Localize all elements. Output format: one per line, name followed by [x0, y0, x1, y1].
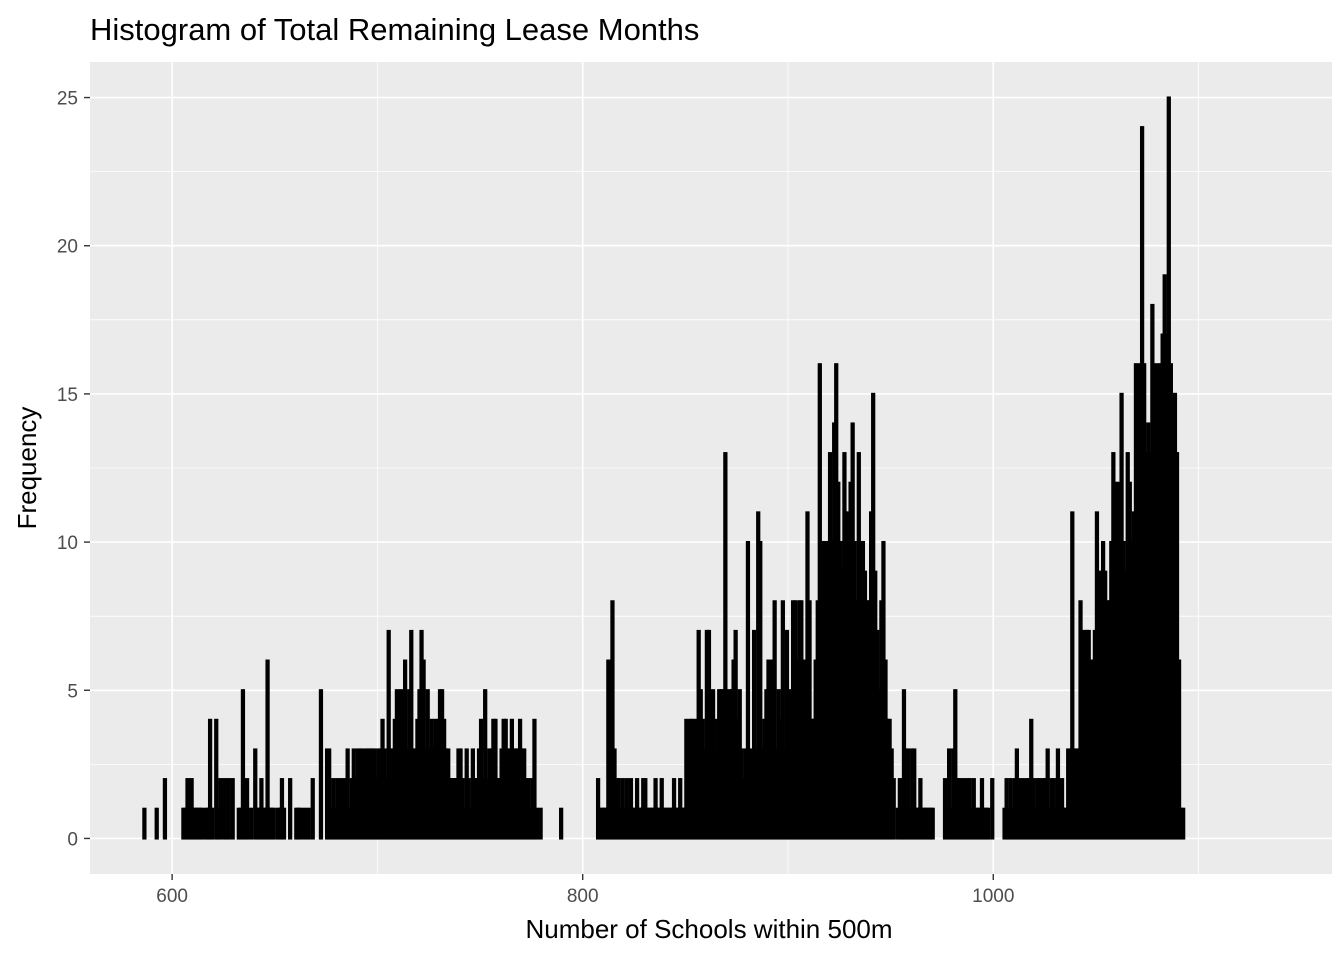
histogram-bar — [218, 778, 223, 840]
histogram-bar — [990, 778, 995, 840]
y-tick-label: 0 — [67, 829, 78, 850]
y-axis-ticks: 0 5 10 15 20 25 — [57, 89, 90, 850]
histogram-bar — [986, 807, 991, 840]
histogram-bar — [538, 807, 543, 840]
histogram-bar — [281, 807, 287, 840]
y-tick-label: 15 — [57, 385, 78, 406]
histogram-bar — [310, 778, 315, 840]
histogram-bar — [210, 807, 215, 840]
histogram-bar — [142, 807, 147, 840]
histogram-bar — [1181, 807, 1186, 840]
x-axis-ticks: 600 800 1000 — [156, 874, 1014, 907]
y-axis-title: Frequency — [12, 407, 42, 530]
histogram-bar — [930, 807, 935, 840]
histogram-bar — [534, 807, 539, 840]
x-tick-label: 600 — [156, 886, 188, 907]
histogram-bar — [559, 807, 564, 840]
histogram-bar — [318, 689, 324, 840]
histogram-bar — [891, 778, 896, 840]
histogram-bar — [162, 778, 168, 840]
x-axis-title: Number of Schools within 500m — [525, 914, 892, 944]
histogram-bar — [302, 807, 307, 840]
histogram-bar — [249, 807, 254, 840]
histogram-bar — [306, 807, 311, 840]
histogram-bar — [244, 778, 250, 840]
histogram-bars — [142, 96, 1186, 840]
histogram-bar — [226, 778, 231, 840]
histogram-bar — [288, 778, 293, 840]
chart-title: Histogram of Total Remaining Lease Month… — [90, 12, 699, 47]
x-tick-label: 1000 — [972, 886, 1014, 907]
histogram-bar — [199, 807, 205, 840]
histogram-bar — [298, 807, 303, 840]
histogram-bar — [230, 778, 235, 840]
y-tick-label: 20 — [57, 237, 78, 258]
y-tick-label: 10 — [57, 533, 78, 554]
histogram-bar — [271, 807, 276, 840]
y-tick-label: 25 — [57, 89, 78, 110]
x-tick-label: 800 — [567, 886, 599, 907]
histogram-bar — [154, 807, 159, 840]
y-tick-label: 5 — [67, 681, 78, 702]
